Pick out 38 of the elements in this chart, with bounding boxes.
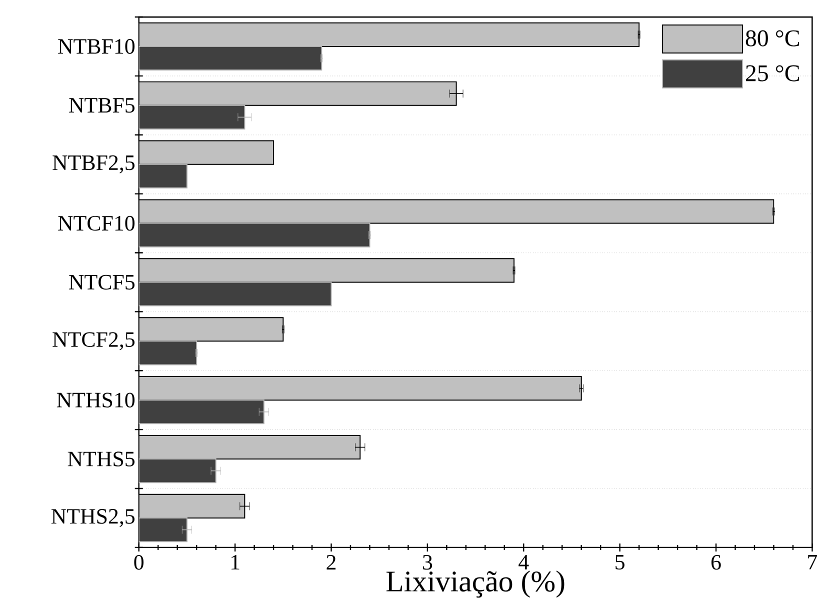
x-tick-label: 3 bbox=[423, 554, 432, 570]
x-tick-label: 2 bbox=[326, 554, 336, 570]
y-tick-label: NTCF10 bbox=[58, 216, 135, 230]
bar bbox=[138, 517, 188, 542]
bar bbox=[138, 222, 370, 248]
bar bbox=[138, 282, 332, 306]
y-tick-label: NTCF5 bbox=[69, 274, 134, 290]
bar bbox=[138, 140, 274, 165]
y-tick-label: NTHS5 bbox=[68, 452, 134, 466]
bar bbox=[138, 340, 198, 366]
y-tick-label: NTBF2,5 bbox=[52, 155, 134, 174]
x-tick-label: 5 bbox=[616, 554, 624, 570]
legend-label: 80 °C bbox=[746, 30, 799, 46]
bar bbox=[138, 258, 515, 283]
bar bbox=[138, 376, 582, 400]
y-tick-label: NTBF5 bbox=[69, 98, 134, 112]
x-tick-label: 7 bbox=[808, 554, 818, 570]
x-tick-label: 1 bbox=[232, 554, 240, 570]
bar bbox=[138, 199, 774, 224]
x-tick-label: 4 bbox=[518, 554, 529, 570]
x-axis-title: Lixiviação (%) bbox=[386, 570, 564, 598]
y-tick-label: NTCF2,5 bbox=[52, 332, 134, 350]
bar bbox=[138, 434, 361, 460]
legend-label: 25 °C bbox=[746, 65, 799, 82]
x-tick-label: 6 bbox=[711, 554, 721, 570]
bar bbox=[138, 316, 284, 342]
y-tick-label: NTBF10 bbox=[58, 38, 135, 54]
x-tick-label: 0 bbox=[134, 554, 144, 570]
bar bbox=[138, 494, 246, 518]
bar bbox=[138, 164, 188, 188]
bar bbox=[138, 399, 264, 424]
bar bbox=[138, 81, 457, 106]
y-tick-label: NTHS10 bbox=[56, 392, 135, 408]
bar bbox=[138, 458, 216, 483]
bar bbox=[138, 46, 322, 70]
y-tick-label: NTHS2,5 bbox=[51, 508, 134, 527]
bar bbox=[138, 22, 640, 47]
bar bbox=[138, 104, 246, 130]
